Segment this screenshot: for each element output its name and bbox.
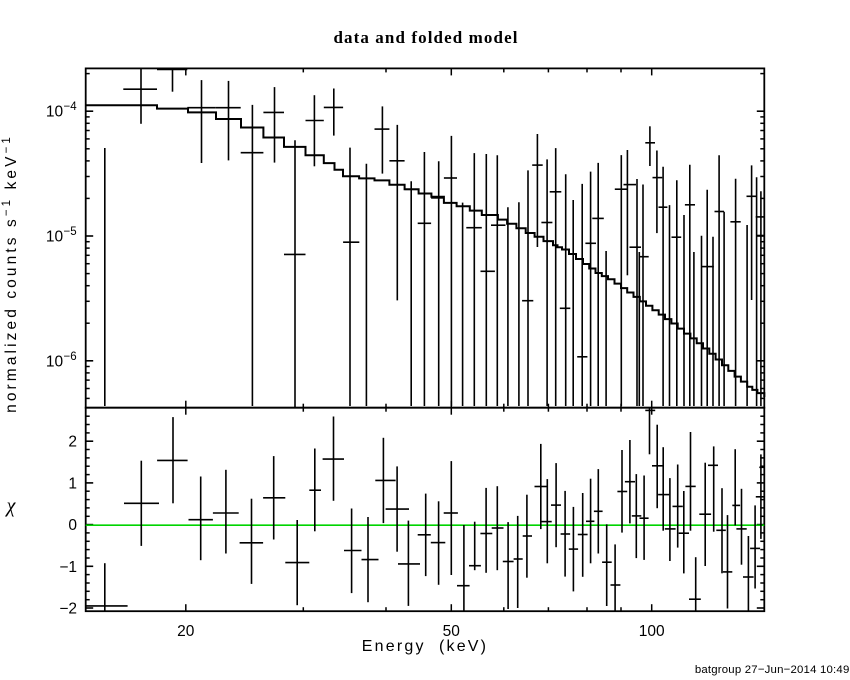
svg-text:−2: −2	[59, 601, 77, 618]
svg-text:0: 0	[68, 517, 77, 534]
svg-text:−5: −5	[64, 226, 77, 238]
svg-text:100: 100	[639, 623, 665, 640]
svg-text:batgroup 27−Jun−2014 10:49: batgroup 27−Jun−2014 10:49	[695, 664, 850, 676]
svg-text:−4: −4	[64, 101, 78, 113]
svg-text:10: 10	[46, 104, 64, 121]
svg-text:1: 1	[68, 475, 77, 492]
svg-text:data and folded model: data and folded model	[333, 28, 518, 47]
svg-text:10: 10	[46, 229, 64, 246]
svg-text:χ: χ	[5, 495, 17, 517]
svg-text:20: 20	[177, 623, 195, 640]
svg-text:−6: −6	[64, 351, 77, 363]
svg-text:normalized counts s−1 keV−1: normalized counts s−1 keV−1	[1, 134, 20, 413]
svg-text:2: 2	[68, 434, 77, 451]
svg-text:Energy (keV): Energy (keV)	[362, 638, 488, 655]
svg-text:10: 10	[46, 353, 64, 370]
svg-text:−1: −1	[59, 559, 77, 576]
svg-text:50: 50	[443, 623, 461, 640]
